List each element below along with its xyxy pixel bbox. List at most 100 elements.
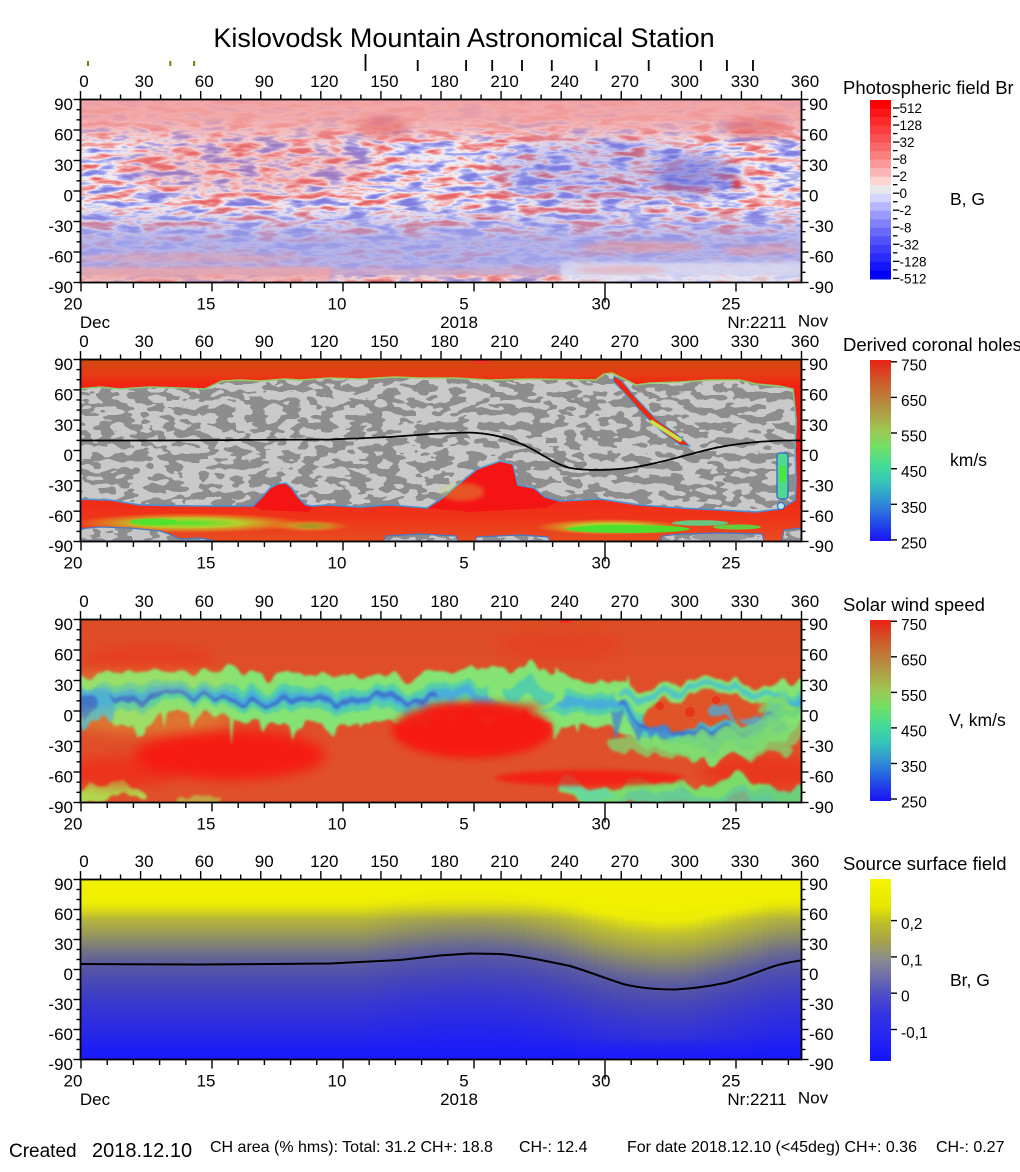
svg-text:30: 30	[592, 815, 611, 834]
svg-text:360: 360	[791, 72, 819, 91]
svg-text:For date 2018.12.10 (<45deg) C: For date 2018.12.10 (<45deg) CH+: 0.36	[627, 1139, 917, 1156]
svg-text:30: 30	[135, 852, 154, 871]
svg-text:5: 5	[459, 295, 468, 314]
svg-text:-8: -8	[900, 220, 912, 235]
svg-text:30: 30	[135, 592, 154, 611]
svg-text:0: 0	[79, 332, 88, 351]
svg-text:0: 0	[79, 852, 88, 871]
svg-text:0: 0	[64, 446, 73, 465]
svg-text:240: 240	[551, 72, 579, 91]
svg-text:0: 0	[809, 707, 818, 726]
svg-text:750: 750	[901, 357, 927, 374]
svg-text:CH area (% hms): Total: 31.2 C: CH area (% hms): Total: 31.2 CH+: 18.8	[210, 1139, 493, 1156]
svg-text:30: 30	[809, 416, 828, 435]
svg-text:-60: -60	[809, 507, 834, 526]
svg-text:330: 330	[731, 72, 759, 91]
svg-text:450: 450	[901, 464, 927, 481]
svg-text:550: 550	[901, 688, 927, 705]
svg-text:-30: -30	[809, 476, 834, 495]
svg-text:250: 250	[901, 795, 927, 812]
svg-text:-90: -90	[48, 798, 73, 817]
svg-text:Br, G: Br, G	[950, 970, 990, 990]
svg-text:0: 0	[900, 186, 908, 201]
svg-text:-60: -60	[48, 507, 73, 526]
svg-text:30: 30	[809, 676, 828, 695]
svg-text:30: 30	[135, 332, 154, 351]
svg-text:0: 0	[79, 72, 88, 91]
svg-text:0: 0	[809, 187, 818, 206]
svg-text:0: 0	[64, 187, 73, 206]
svg-text:90: 90	[54, 95, 73, 114]
svg-text:300: 300	[671, 592, 699, 611]
svg-text:180: 180	[430, 332, 458, 351]
svg-text:Created: Created	[9, 1141, 77, 1162]
svg-text:60: 60	[195, 592, 214, 611]
svg-text:15: 15	[197, 1072, 216, 1091]
svg-text:90: 90	[809, 875, 828, 894]
svg-text:150: 150	[370, 852, 398, 871]
svg-text:Source surface field: Source surface field	[843, 853, 1007, 874]
svg-text:CH-: 0.27: CH-: 0.27	[936, 1139, 1005, 1156]
svg-text:90: 90	[809, 95, 828, 114]
svg-text:90: 90	[255, 592, 274, 611]
svg-text:-30: -30	[48, 217, 73, 236]
svg-text:-128: -128	[900, 254, 927, 269]
svg-text:-512: -512	[900, 271, 927, 286]
svg-text:60: 60	[54, 646, 73, 665]
svg-text:20: 20	[64, 295, 83, 314]
svg-text:-2: -2	[900, 203, 912, 218]
svg-text:60: 60	[809, 385, 828, 404]
svg-text:120: 120	[310, 332, 338, 351]
svg-text:V, km/s: V, km/s	[949, 710, 1006, 730]
svg-text:350: 350	[901, 500, 927, 517]
svg-text:90: 90	[54, 615, 73, 634]
svg-text:30: 30	[54, 676, 73, 695]
svg-text:-60: -60	[48, 768, 73, 787]
svg-text:-0,1: -0,1	[901, 1025, 928, 1042]
svg-text:90: 90	[809, 615, 828, 634]
svg-text:-60: -60	[48, 248, 73, 267]
svg-text:180: 180	[430, 72, 458, 91]
svg-text:60: 60	[54, 126, 73, 145]
svg-text:15: 15	[197, 815, 216, 834]
svg-text:0: 0	[79, 592, 88, 611]
svg-text:650: 650	[901, 393, 927, 410]
svg-text:240: 240	[551, 332, 579, 351]
svg-text:210: 210	[490, 852, 518, 871]
svg-text:60: 60	[809, 126, 828, 145]
svg-text:Kislovodsk Mountain Astronomic: Kislovodsk Mountain Astronomical Station	[213, 23, 714, 53]
svg-text:30: 30	[592, 554, 611, 573]
svg-text:450: 450	[901, 723, 927, 740]
svg-text:-90: -90	[48, 1055, 73, 1074]
svg-text:30: 30	[54, 935, 73, 954]
svg-text:350: 350	[901, 759, 927, 776]
svg-text:15: 15	[197, 295, 216, 314]
svg-text:Solar wind speed: Solar wind speed	[843, 594, 985, 615]
svg-text:90: 90	[54, 875, 73, 894]
svg-text:250: 250	[901, 535, 927, 552]
svg-text:Dec: Dec	[80, 1090, 111, 1109]
svg-text:30: 30	[592, 1072, 611, 1091]
svg-text:0,1: 0,1	[901, 952, 923, 969]
svg-text:-60: -60	[48, 1025, 73, 1044]
svg-text:60: 60	[809, 905, 828, 924]
svg-text:-60: -60	[809, 248, 834, 267]
svg-text:90: 90	[255, 332, 274, 351]
svg-text:Derived coronal holes: Derived coronal holes	[843, 334, 1020, 355]
svg-text:550: 550	[901, 429, 927, 446]
svg-text:5: 5	[459, 1072, 468, 1091]
svg-text:Nov: Nov	[798, 312, 829, 331]
svg-text:300: 300	[671, 852, 699, 871]
svg-text:-90: -90	[809, 1055, 834, 1074]
svg-text:120: 120	[310, 72, 338, 91]
svg-text:25: 25	[722, 295, 741, 314]
svg-text:25: 25	[722, 815, 741, 834]
svg-text:120: 120	[310, 592, 338, 611]
svg-text:60: 60	[54, 385, 73, 404]
svg-text:B, G: B, G	[950, 189, 985, 209]
svg-text:Photospheric field Br: Photospheric field Br	[843, 77, 1014, 98]
svg-text:20: 20	[64, 554, 83, 573]
svg-text:512: 512	[900, 101, 923, 116]
svg-text:60: 60	[195, 72, 214, 91]
svg-text:2: 2	[900, 169, 908, 184]
